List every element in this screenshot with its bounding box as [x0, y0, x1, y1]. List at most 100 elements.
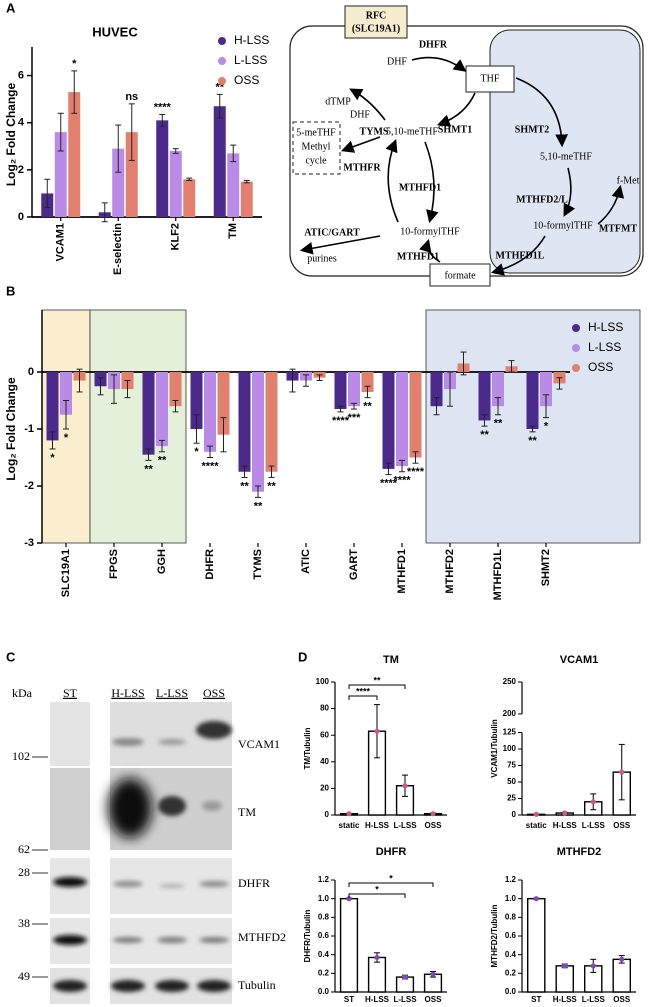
y-tick-label: 0.0 — [318, 987, 330, 996]
y-tick-label: 0.4 — [318, 950, 330, 959]
bar — [227, 153, 240, 217]
y-tick-label: 0.2 — [318, 968, 330, 977]
x-tick-label: L-LSS — [582, 995, 606, 1004]
blot-band — [199, 881, 229, 887]
bar — [382, 372, 395, 469]
chart-title: VCAM1 — [560, 654, 599, 666]
y-tick-label: 80 — [320, 704, 329, 713]
blot-band — [199, 937, 229, 943]
significance-label: **** — [356, 686, 371, 696]
blot-band — [113, 937, 143, 943]
bar — [396, 372, 408, 467]
chart-title: HUVEC — [92, 24, 138, 39]
y-axis-label: TM/Tubulin — [303, 727, 312, 769]
diagram-label: dTMP — [325, 96, 351, 107]
bar — [54, 132, 67, 217]
x-tick-label: H-LSS — [553, 995, 578, 1004]
bar — [252, 372, 264, 492]
data-point — [562, 810, 568, 816]
marker-label: 102 — [12, 749, 30, 763]
bar — [46, 372, 59, 441]
y-tick-label: 2 — [18, 164, 24, 176]
panel-label: A — [6, 0, 16, 15]
legend-marker — [218, 57, 226, 65]
panel-label: D — [298, 649, 307, 664]
significance-label: ** — [254, 500, 263, 512]
unit-label: kDa — [12, 686, 33, 700]
x-tick-label: static — [526, 821, 547, 830]
y-tick-label: 25 — [507, 794, 516, 803]
blot-band — [108, 778, 152, 838]
significance-label: ns — [125, 91, 138, 103]
x-tick-label: DHFR — [204, 549, 216, 580]
diagram-label: TYMS — [360, 126, 389, 137]
x-tick-label: KLF2 — [170, 223, 182, 251]
data-point — [374, 728, 380, 734]
y-tick-label: 4 — [18, 117, 25, 129]
diagram-label: MTHFD1L — [496, 250, 545, 261]
y-tick-label: 100 — [503, 744, 517, 753]
significance-label: ** — [158, 455, 167, 467]
blot-band — [111, 980, 145, 992]
legend-label: OSS — [588, 360, 613, 374]
arrow — [349, 88, 386, 121]
x-tick-label: MTHFD1 — [396, 549, 408, 594]
diagram-label: MTFMT — [599, 223, 638, 234]
x-tick-label: FPGS — [108, 549, 120, 579]
category-region — [89, 309, 187, 544]
diagram-label: 5,10-meTHF — [540, 151, 592, 162]
diagram-label: SHMT2 — [515, 124, 549, 135]
significance-label: ** — [240, 480, 249, 492]
y-tick-label: 40 — [320, 757, 329, 766]
data-point — [374, 954, 380, 961]
arrow — [563, 167, 576, 217]
node-box — [429, 263, 491, 287]
y-tick-label: 0 — [28, 366, 34, 378]
lane-label: H-LSS — [111, 686, 144, 700]
bar — [339, 897, 359, 993]
x-tick-label: VCAM1 — [55, 223, 67, 262]
bar — [213, 106, 226, 217]
bar — [478, 372, 491, 421]
western-blot: kDa ST H-LSS L-LSS OSS 102 62 — [12, 686, 286, 1004]
diagram-label: DHF — [350, 109, 370, 120]
legend-marker — [572, 344, 580, 352]
bar — [540, 372, 552, 407]
y-tick-label: -3 — [24, 537, 34, 549]
bar — [217, 372, 230, 435]
y-tick-label: 0 — [325, 810, 330, 819]
x-tick-label: GART — [348, 549, 360, 580]
y-tick-label: 1.0 — [318, 894, 330, 903]
data-point — [430, 811, 436, 817]
pathway-diagram: RFC (SLC19A1) DHFR DHF THF dTMP DHF TYMS… — [289, 5, 644, 287]
diagram-label: purines — [307, 253, 337, 264]
data-point — [402, 974, 408, 980]
y-tick-label: 0.8 — [505, 912, 517, 921]
arrow — [515, 77, 568, 148]
significance-label: * — [64, 432, 69, 444]
x-tick-label: OSS — [425, 821, 443, 830]
y-tick-label: 0 — [512, 810, 517, 819]
bar — [112, 148, 125, 217]
blot-band — [202, 801, 222, 811]
blot-band — [196, 721, 232, 739]
y-tick-label: 100 — [316, 677, 330, 686]
significance-label: ** — [144, 463, 153, 475]
blot-strip — [50, 768, 90, 850]
blot-strip — [50, 702, 90, 766]
blot-band — [53, 877, 87, 887]
lane-label: L-LSS — [156, 686, 188, 700]
diagram-label: DHF — [387, 56, 407, 67]
chart-title: MTHFD2 — [557, 846, 602, 858]
data-point — [346, 811, 352, 817]
mitochondrion — [489, 29, 641, 274]
diagram-label: THF — [481, 73, 500, 84]
diagram-label: MTHFD2/L — [516, 194, 568, 205]
data-point — [346, 896, 352, 902]
x-tick-label: SLC19A1 — [60, 549, 72, 597]
y-tick-label: 250 — [503, 677, 517, 686]
bar — [265, 372, 278, 472]
legend-label: OSS — [234, 73, 259, 87]
y-axis-label: MTHFD2/Tubulin — [490, 904, 499, 967]
legend-marker — [572, 364, 580, 372]
